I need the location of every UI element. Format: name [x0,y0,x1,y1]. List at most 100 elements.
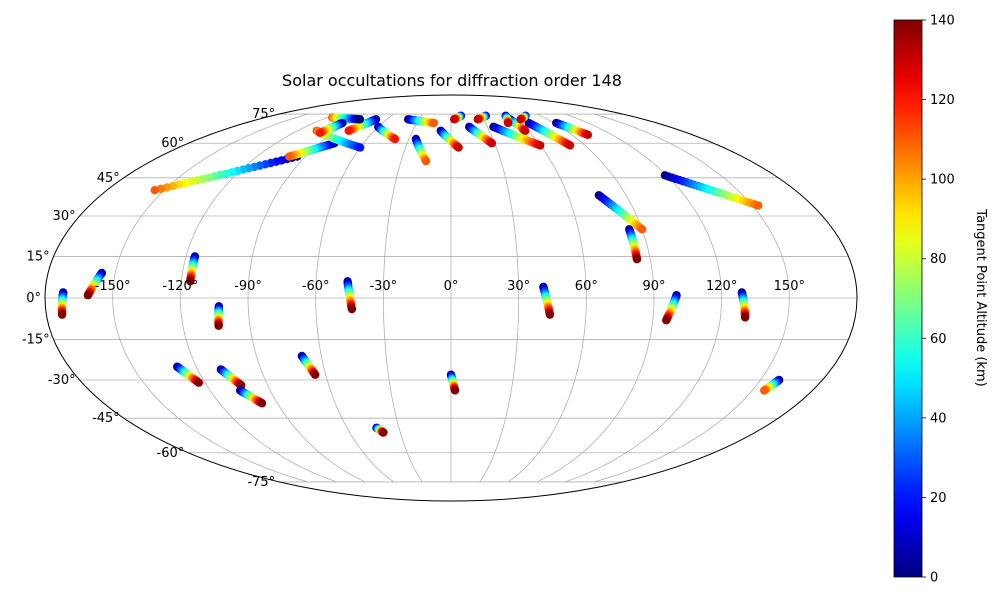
track-point [516,115,525,124]
occultation-track [473,111,490,124]
lon-tick-label: 150° [774,279,805,294]
colorbar-gradient [893,19,923,578]
colorbar-tick-label: 20 [930,491,947,506]
occultation-track [450,111,466,124]
colorbar: 0 20 40 60 80 100 120 140 Tangent Point Altitud… [893,14,988,586]
occultation-track [539,282,555,319]
occultation-track [214,302,224,330]
track-point [583,130,593,140]
occultation-track [315,118,347,137]
track-point [662,316,671,325]
occultation-track [625,225,642,264]
latitude-tick-labels: 75° 60° 45° 30° 15° 0° -15° -30° -45° -60° -75° [22,107,275,490]
occultation-track [173,362,204,387]
lon-tick-label: 0° [444,279,459,294]
colorbar-tick-label: 40 [930,411,947,426]
lat-tick-label: -30° [48,373,76,388]
occultation-track [660,171,763,210]
lon-tick-label: 90° [642,279,665,294]
lat-tick-label: 75° [252,107,275,122]
lon-tick-label: -150° [95,279,131,294]
meridian-line [479,113,520,483]
track-point [285,152,294,161]
lat-tick-label: -15° [22,333,50,348]
lat-tick-label: 0° [26,291,41,306]
colorbar-tick-label: 80 [930,252,947,267]
track-point [536,141,545,150]
map-boundary [44,94,858,502]
track-point [311,370,320,379]
occultation-tracks [57,111,784,437]
lon-tick-label: 30° [507,279,530,294]
occultation-track [344,115,381,135]
track-point [637,225,647,234]
colorbar-tick-label: 140 [930,14,955,29]
track-point [754,201,763,210]
meridian-line [508,113,587,483]
occultation-track [235,386,267,408]
track-point [487,139,497,148]
occultation-track [552,118,593,140]
lat-tick-label: -75° [247,475,275,490]
lat-tick-label: -45° [92,411,120,426]
track-point [503,118,513,128]
meridian-line [382,113,423,483]
occultation-track [374,122,400,144]
occultation-track [216,365,246,390]
occultation-track [594,191,647,234]
chart-title: Solar occultations for diffraction order… [282,71,622,90]
track-point [347,304,357,314]
track-point [454,143,463,152]
lon-tick-label: 120° [706,279,737,294]
meridian-line [112,113,308,483]
track-point [344,126,353,135]
longitude-tick-labels: -150° -120° -90° -60° -30° 0° 30° 60° 90° 120° 150… [95,279,805,294]
graticule [45,113,857,483]
occultation-track [150,152,302,195]
occultation-track [516,111,530,124]
occultation-track [446,370,460,395]
occultation-track [464,122,497,148]
lon-tick-label: -120° [162,279,198,294]
colorbar-ticks: 0 20 40 60 80 100 120 140 [922,14,955,586]
occultation-track [411,134,431,166]
colorbar-tick-label: 0 [930,571,938,586]
track-point [57,310,67,319]
colorbar-tick-label: 120 [930,93,955,108]
track-point [315,128,325,137]
meridian-line [536,113,655,483]
lon-tick-label: -60° [302,279,330,294]
track-point [257,399,267,408]
occultation-track [436,126,463,152]
occultation-track [343,277,357,314]
track-point [545,310,555,319]
lat-tick-label: 45° [97,171,120,186]
lon-tick-label: 60° [575,279,598,294]
track-point [632,254,642,264]
occultation-track [372,423,388,437]
lon-tick-label: -90° [234,279,262,294]
colorbar-tick-label: 60 [930,332,947,347]
occultation-track [83,268,107,300]
meridian-line [594,113,790,483]
occultation-track [403,115,439,128]
occultation-track [297,351,320,379]
track-point [520,126,530,135]
occultation-track [57,288,68,319]
meridian-line [315,113,394,483]
track-point [186,277,195,286]
lon-tick-label: -30° [369,279,397,294]
track-point [83,291,93,300]
occultation-track [186,252,200,286]
lat-tick-label: -60° [157,446,185,461]
track-point [565,141,575,150]
meridian-line [247,113,366,483]
occultation-track [489,122,545,150]
occultation-track [285,139,339,161]
track-point [150,186,159,195]
track-point [214,321,223,330]
lat-tick-label: 30° [53,209,76,224]
occultation-track [501,111,513,128]
track-point [473,115,482,124]
